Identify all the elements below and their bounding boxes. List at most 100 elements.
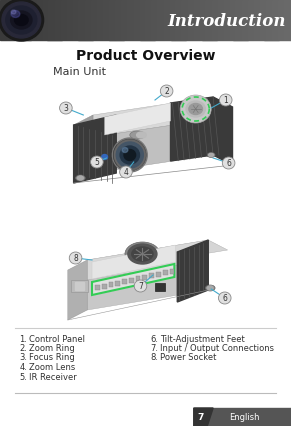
Bar <box>263 0 265 40</box>
Bar <box>192 0 193 40</box>
Bar <box>278 0 280 40</box>
Text: English: English <box>229 412 260 421</box>
Text: 7.: 7. <box>150 344 158 353</box>
Bar <box>200 0 202 40</box>
Bar <box>252 0 253 40</box>
Bar <box>10 0 11 40</box>
Bar <box>75 282 84 290</box>
Bar <box>250 0 251 40</box>
Bar <box>115 280 120 285</box>
Bar <box>206 0 208 40</box>
Ellipse shape <box>218 292 231 304</box>
Bar <box>199 0 200 40</box>
Bar <box>141 0 143 40</box>
Bar <box>148 0 150 40</box>
Polygon shape <box>74 115 93 183</box>
Bar <box>119 0 121 40</box>
Bar <box>158 0 159 40</box>
Bar <box>184 0 185 40</box>
Ellipse shape <box>120 166 132 178</box>
Bar <box>247 0 248 40</box>
Bar <box>63 0 64 40</box>
Bar <box>269 0 271 40</box>
Bar <box>89 0 91 40</box>
Bar <box>132 0 133 40</box>
Bar <box>76 0 77 40</box>
Bar <box>144 0 146 40</box>
Ellipse shape <box>2 2 41 38</box>
Bar <box>280 0 281 40</box>
Bar <box>222 0 223 40</box>
Bar <box>290 0 291 40</box>
Ellipse shape <box>122 147 128 153</box>
Ellipse shape <box>77 176 83 180</box>
Ellipse shape <box>116 142 143 168</box>
Bar <box>283 0 284 40</box>
Bar <box>238 0 240 40</box>
Bar <box>177 0 179 40</box>
Bar <box>125 0 126 40</box>
Bar <box>101 0 102 40</box>
Bar <box>176 0 178 40</box>
Bar <box>96 0 98 40</box>
Bar <box>66 0 67 40</box>
Bar <box>81 0 83 40</box>
Bar <box>4 0 5 40</box>
Bar <box>104 0 105 40</box>
Bar <box>67 0 68 40</box>
Bar <box>34 0 35 40</box>
Polygon shape <box>87 260 208 310</box>
Bar <box>170 0 172 40</box>
Ellipse shape <box>186 101 206 117</box>
Bar <box>210 0 212 40</box>
Bar <box>126 0 128 40</box>
Bar <box>202 0 204 40</box>
Bar <box>87 0 88 40</box>
Bar <box>95 0 96 40</box>
Bar <box>36 0 37 40</box>
Bar <box>160 0 161 40</box>
Bar <box>16 0 18 40</box>
Text: Product Overview: Product Overview <box>76 49 215 63</box>
Bar <box>121 0 122 40</box>
Bar <box>268 0 270 40</box>
Bar <box>150 0 152 40</box>
Polygon shape <box>93 119 213 173</box>
Bar <box>8 0 9 40</box>
Bar <box>157 0 158 40</box>
Bar <box>82 0 84 40</box>
Bar <box>229 0 230 40</box>
Ellipse shape <box>125 242 160 266</box>
Bar <box>197 0 198 40</box>
Bar <box>152 0 154 40</box>
Polygon shape <box>68 260 87 320</box>
Text: Input / Output Connections: Input / Output Connections <box>160 344 274 353</box>
Bar <box>156 271 161 276</box>
Bar <box>224 0 225 40</box>
Bar <box>105 0 106 40</box>
Bar <box>6 0 7 40</box>
Bar <box>282 0 284 40</box>
Bar <box>242 0 244 40</box>
Text: 3: 3 <box>63 104 68 113</box>
Bar <box>149 273 154 278</box>
Bar <box>175 0 177 40</box>
Ellipse shape <box>189 104 202 115</box>
Bar <box>45 0 46 40</box>
Bar <box>71 0 72 40</box>
Bar <box>163 0 164 40</box>
Bar <box>46 0 48 40</box>
Bar <box>167 0 168 40</box>
Bar <box>140 0 142 40</box>
Bar <box>57 0 59 40</box>
Bar <box>51 0 53 40</box>
Bar <box>56 0 58 40</box>
Bar <box>50 0 52 40</box>
Bar <box>80 0 82 40</box>
Bar <box>207 0 209 40</box>
Bar <box>220 0 221 40</box>
Bar <box>53 0 55 40</box>
Bar <box>147 0 149 40</box>
Bar <box>163 270 168 275</box>
Bar <box>172 0 173 40</box>
